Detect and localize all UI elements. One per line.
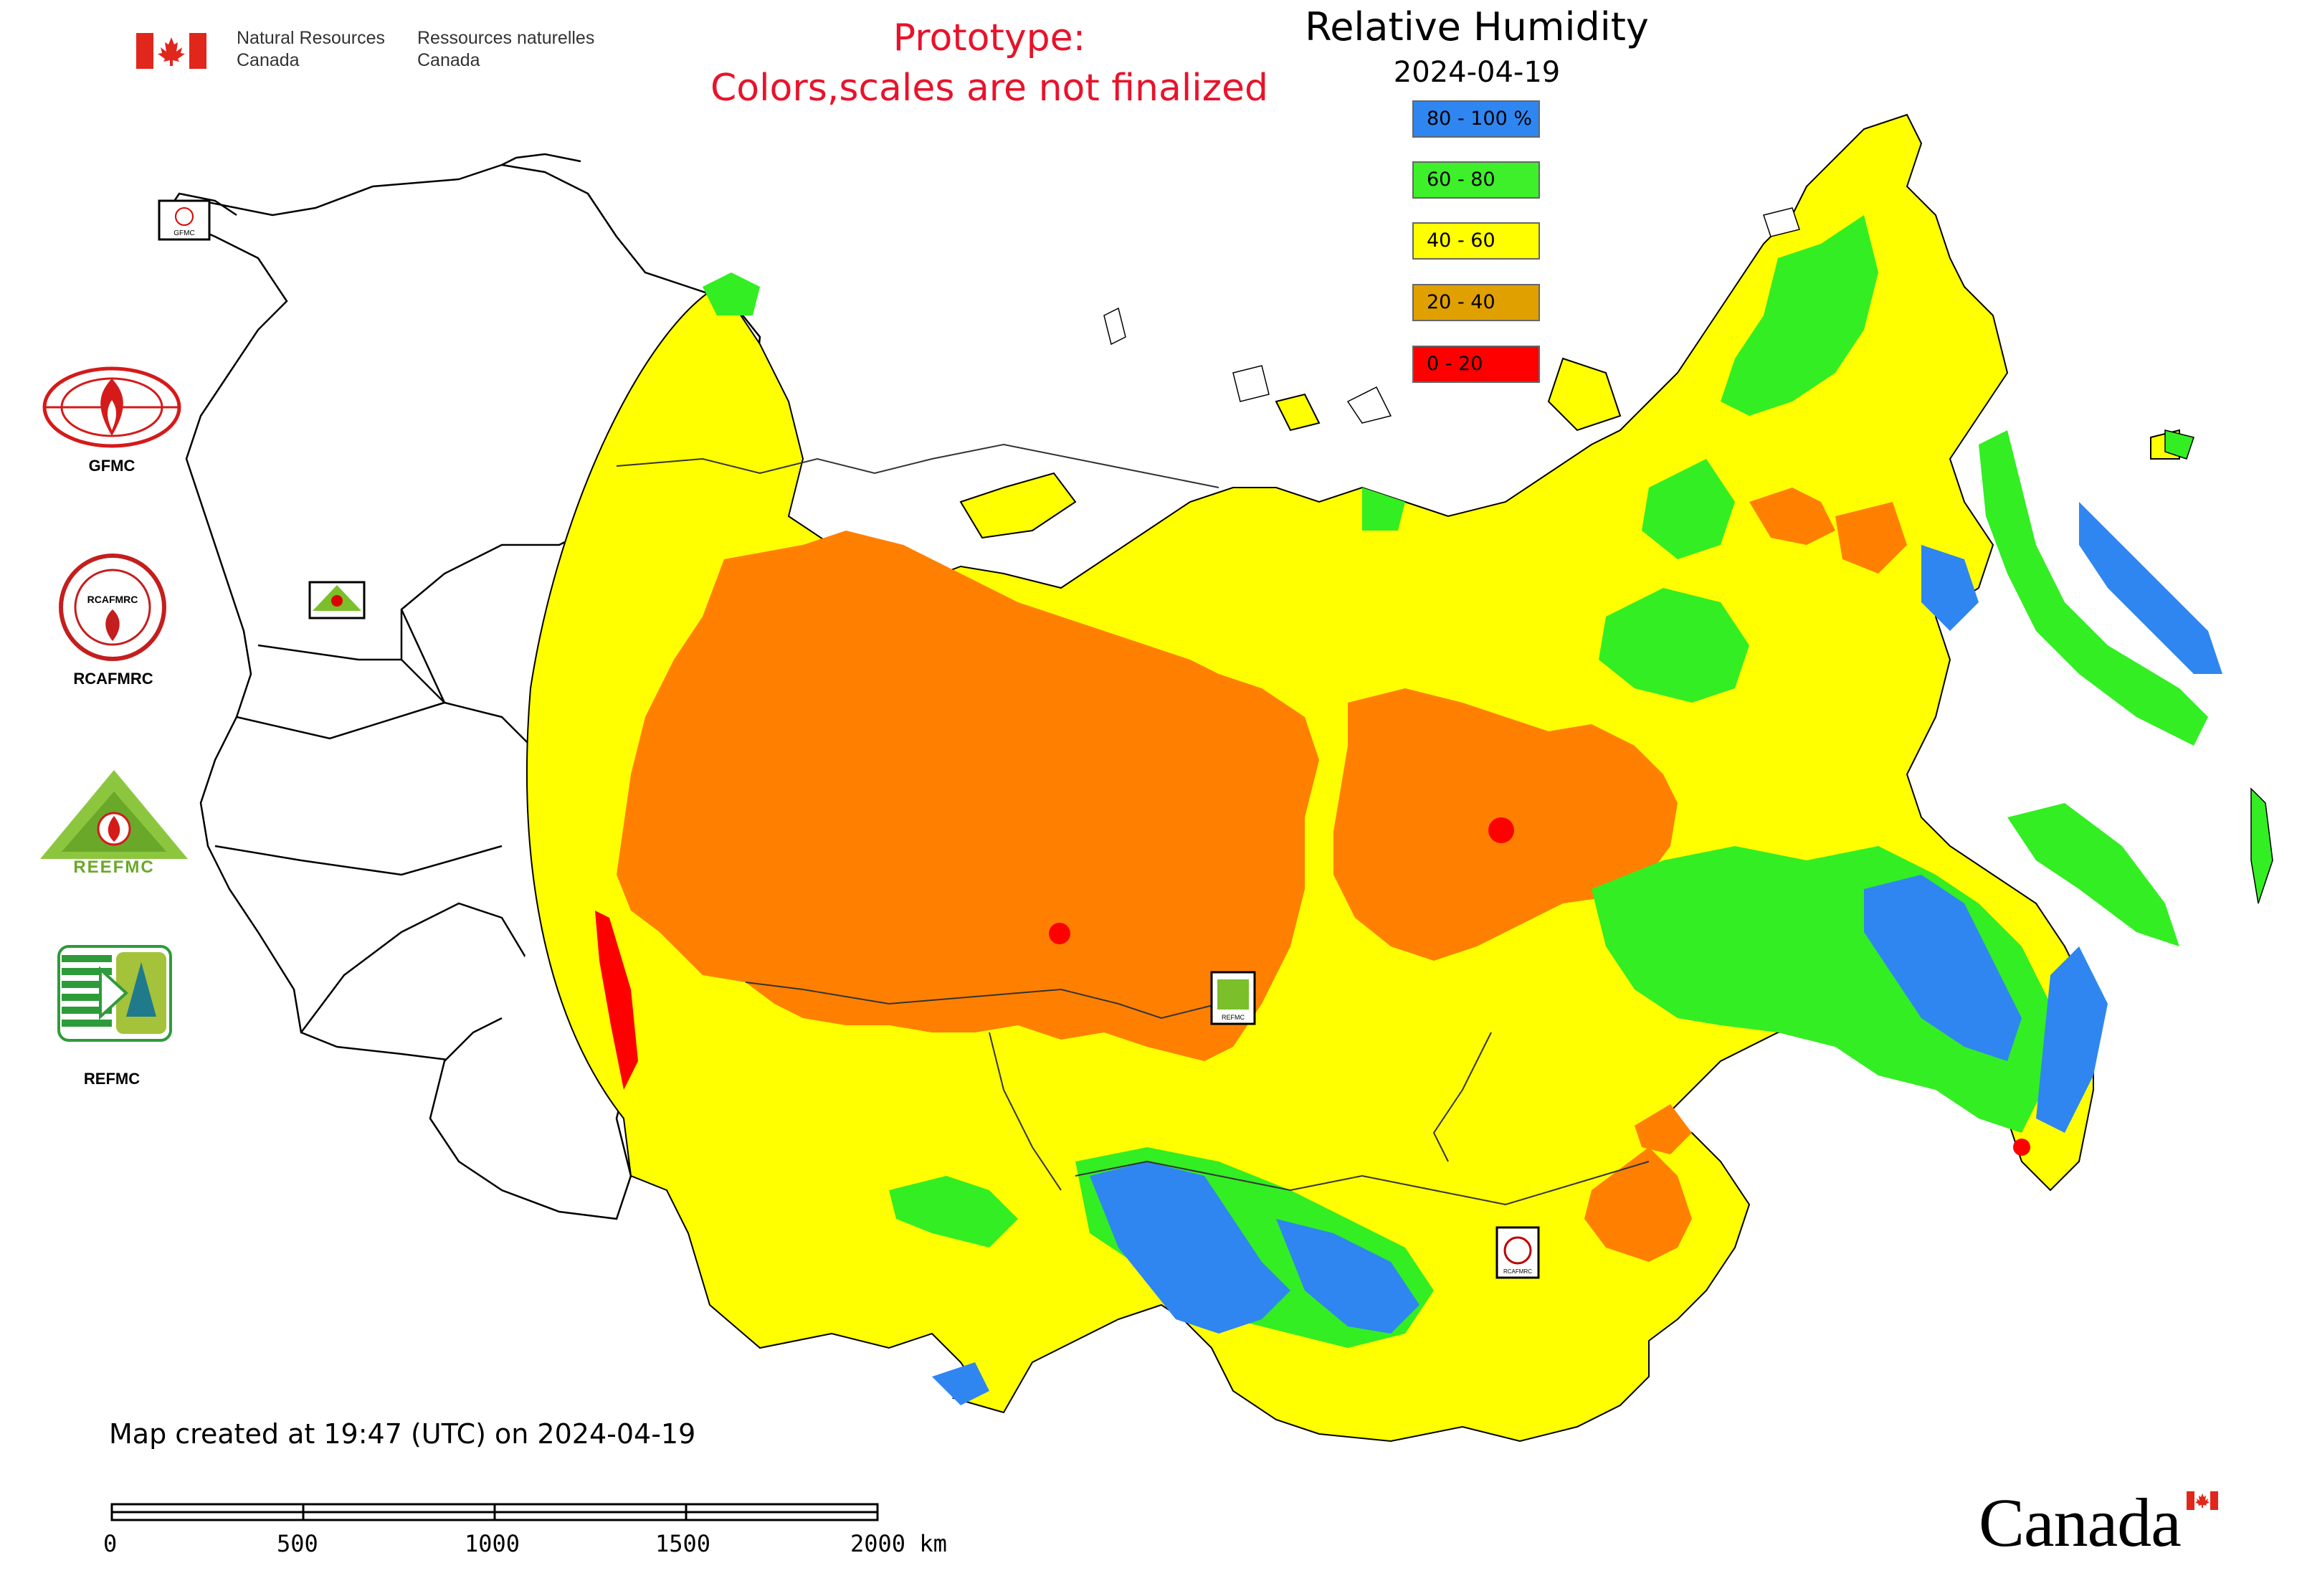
legend-20-40: 20 - 40 [1412,284,1540,321]
svg-text:REFMC: REFMC [1222,1014,1245,1021]
map-date: 2024-04-19 [1393,56,1561,89]
scale-label-500: 500 [277,1530,318,1557]
gfmc-label: GFMC [88,457,135,475]
arctic-island-outlines [1103,207,1800,424]
scale-label-0: 0 [103,1530,118,1557]
rcafmrc-map-marker: RCAFMRC [1495,1226,1540,1279]
refmc-map-marker: REFMC [1210,971,1256,1025]
wordmark-flag-icon [2187,1491,2218,1510]
scale-bar [110,1503,879,1521]
refmc-logo-icon [57,945,172,1042]
gfmc-marker-label: GFMC [173,229,194,237]
internal-borders [616,443,1650,1206]
scale-label-1000: 1000 [465,1530,520,1557]
prototype-notice: Prototype: Colors,scales are not finaliz… [645,13,1333,113]
scale-label-1500: 1500 [655,1530,711,1557]
legend-60-80: 60 - 80 [1412,161,1540,199]
rh-80-100-regions [932,502,2222,1405]
rh-20-40-regions [617,488,1907,1262]
prototype-line2: Colors,scales are not finalized [710,67,1269,110]
legend-0-20: 0 - 20 [1412,346,1540,383]
rcafmrc-logo-icon: RCAFMRC [59,554,166,661]
gfmc-logo-icon [42,366,181,448]
map-created-timestamp: Map created at 19:47 (UTC) on 2024-04-19 [109,1418,696,1450]
map-title: Relative Humidity [1305,4,1649,49]
svg-text:RCAFMRC: RCAFMRC [87,594,138,605]
agency-en-line1: Natural Resources [237,28,386,48]
reefmc-logo-icon: REEFMC [40,770,188,876]
prototype-line1: Prototype: [893,16,1086,60]
svg-text:RCAFMRC: RCAFMRC [1503,1268,1532,1275]
legend-40-60: 40 - 60 [1412,222,1540,260]
pacific-islands [2164,429,2273,904]
agency-en-line2: Canada [237,50,300,70]
svg-text:REEFMC: REEFMC [73,858,154,876]
scale-label-2000: 2000 km [850,1530,947,1557]
rh-0-20-regions [595,817,2030,1156]
legend-80-100: 80 - 100 % [1412,100,1540,138]
canada-flag-icon [136,33,206,69]
agency-name-fr: Ressources naturelles Canada [417,27,594,72]
reefmc-map-marker [308,581,366,619]
gfmc-map-marker: GFMC [158,199,211,241]
agency-fr-line2: Canada [417,50,480,70]
rcafmrc-label: RCAFMRC [73,670,153,688]
agency-fr-line1: Ressources naturelles [417,28,595,48]
refmc-label: REFMC [83,1070,141,1088]
agency-name-en: Natural Resources Canada [237,27,385,72]
canada-wordmark: Canada [1979,1484,2182,1561]
